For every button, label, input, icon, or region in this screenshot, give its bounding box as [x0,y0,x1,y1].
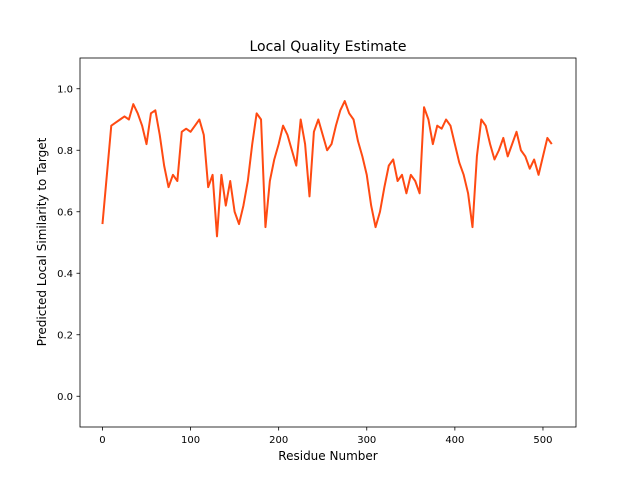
y-tick-label: 0.8 [57,146,73,157]
x-axis-label: Residue Number [278,449,377,463]
y-tick-label: 0.0 [57,392,73,403]
y-axis-label: Predicted Local Similarity to Target [35,137,49,346]
x-tick-label: 100 [181,435,200,446]
x-tick-label: 300 [357,435,376,446]
y-tick-label: 0.6 [57,207,73,218]
y-tick-label: 0.4 [57,269,73,280]
x-tick-label: 500 [533,435,552,446]
y-tick-label: 0.2 [57,330,73,341]
chart-title: Local Quality Estimate [249,39,406,55]
x-tick-label: 400 [445,435,464,446]
x-tick-label: 0 [99,435,105,446]
y-tick-label: 1.0 [57,84,73,95]
plot-frame [79,57,577,428]
x-tick-label: 200 [269,435,288,446]
data-line [101,100,553,238]
